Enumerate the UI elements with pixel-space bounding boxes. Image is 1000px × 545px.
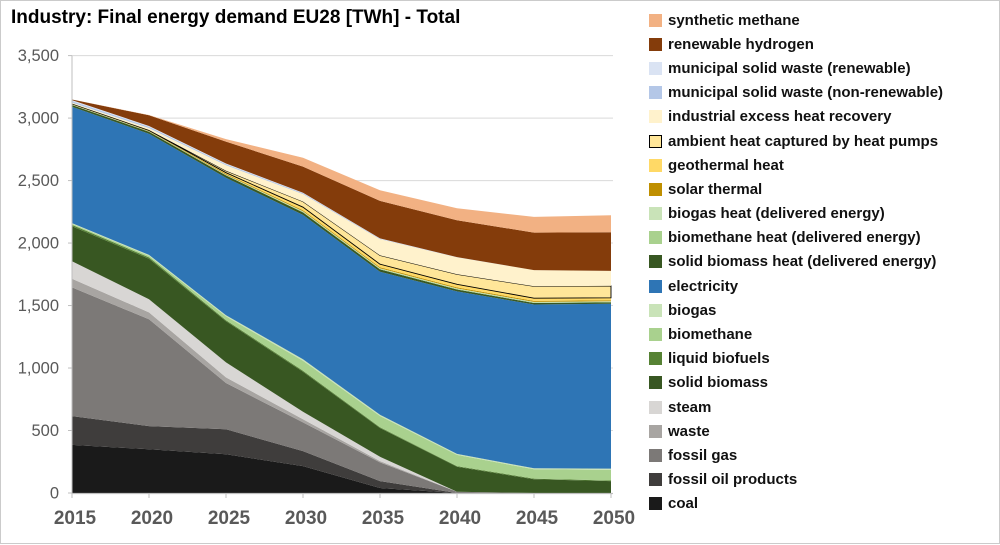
legend-swatch [649, 134, 662, 148]
area-renewable-hydrogen [72, 99, 611, 271]
legend-swatch [649, 182, 662, 196]
legend-item: biomethane heat (delivered energy) [649, 226, 997, 250]
y-tick-label: 3,000 [18, 110, 59, 128]
x-tick-label: 2035 [362, 508, 405, 529]
legend-label: municipal solid waste (non-renewable) [668, 84, 944, 102]
legend-item: industrial excess heat recovery [649, 105, 997, 129]
legend-label: municipal solid waste (renewable) [668, 59, 911, 77]
legend-item: ambient heat captured by heat pumps [649, 129, 997, 153]
x-tick-label: 2025 [208, 508, 251, 529]
y-tick-label: 2,500 [18, 172, 59, 190]
x-tick-label: 2050 [593, 508, 635, 529]
legend-item: solid biomass heat (delivered energy) [649, 250, 997, 274]
legend-swatch [649, 303, 662, 317]
chart-legend: synthetic methane renewable hydrogen munic… [649, 8, 997, 516]
legend-label: solid biomass [668, 374, 769, 392]
legend-label: biomethane [668, 326, 753, 344]
legend-swatch [649, 207, 662, 221]
legend-item: synthetic methane [649, 8, 997, 32]
area-electricity [72, 106, 611, 469]
legend-label: coal [668, 495, 699, 513]
legend-item: fossil gas [649, 443, 997, 467]
x-tick-label: 2015 [54, 508, 97, 529]
legend-item: biomethane [649, 322, 997, 346]
x-tick-label: 2030 [285, 508, 327, 529]
legend-swatch [649, 376, 662, 390]
legend-item: municipal solid waste (renewable) [649, 56, 997, 80]
legend-swatch [649, 86, 662, 100]
legend-item: biogas heat (delivered energy) [649, 202, 997, 226]
legend-label: liquid biofuels [668, 350, 770, 368]
x-tick-label: 2040 [439, 508, 481, 529]
area-solid-biomass-heat-delivered-energy- [72, 105, 611, 305]
legend-swatch [649, 279, 662, 293]
legend-item: biogas [649, 298, 997, 322]
legend-label: synthetic methane [668, 11, 800, 29]
legend-item: geothermal heat [649, 153, 997, 177]
legend-item: solid biomass [649, 371, 997, 395]
legend-label: biomethane heat (delivered energy) [668, 229, 921, 247]
legend-item: waste [649, 419, 997, 443]
legend-label: ambient heat captured by heat pumps [668, 132, 939, 150]
legend-item: electricity [649, 274, 997, 298]
legend-label: electricity [668, 277, 739, 295]
legend-item: fossil oil products [649, 468, 997, 492]
area-fossil-gas [72, 287, 611, 493]
x-tick-label: 2020 [131, 508, 173, 529]
legend-swatch [649, 352, 662, 366]
legend-swatch [649, 37, 662, 51]
area-fossil-oil-products [72, 416, 611, 493]
area-industrial-excess-heat-recovery [72, 102, 611, 287]
legend-label: steam [668, 398, 712, 416]
legend-item: renewable hydrogen [649, 32, 997, 56]
legend-swatch [649, 13, 662, 27]
legend-swatch [649, 158, 662, 172]
legend-label: biogas heat (delivered energy) [668, 205, 885, 223]
legend-item: municipal solid waste (non-renewable) [649, 81, 997, 105]
area-coal [72, 444, 611, 493]
y-tick-label: 2,000 [18, 235, 59, 253]
legend-label: biogas [668, 301, 717, 319]
legend-label: waste [668, 422, 710, 440]
legend-label: renewable hydrogen [668, 35, 814, 53]
legend-swatch [649, 400, 662, 414]
legend-label: solar thermal [668, 180, 763, 198]
legend-swatch [649, 328, 662, 342]
legend-label: industrial excess heat recovery [668, 108, 892, 126]
y-tick-label: 3,500 [18, 47, 59, 65]
legend-label: geothermal heat [668, 156, 784, 174]
y-tick-label: 500 [31, 422, 59, 440]
legend-item: solar thermal [649, 177, 997, 201]
chart-title: Industry: Final energy demand EU28 [TWh]… [11, 7, 461, 28]
area-solid-biomass [72, 226, 611, 493]
legend-item: liquid biofuels [649, 347, 997, 371]
legend-swatch [649, 110, 662, 124]
x-tick-label: 2045 [516, 508, 559, 529]
y-tick-label: 1,000 [18, 360, 59, 378]
legend-label: fossil oil products [668, 471, 798, 489]
legend-swatch [649, 255, 662, 269]
y-tick-label: 1,500 [18, 297, 59, 315]
legend-swatch [649, 231, 662, 245]
legend-swatch [649, 424, 662, 438]
legend-swatch [649, 497, 662, 511]
y-tick-label: 0 [50, 485, 59, 503]
legend-item: steam [649, 395, 997, 419]
legend-swatch [649, 473, 662, 487]
legend-swatch [649, 448, 662, 462]
legend-item: coal [649, 492, 997, 516]
legend-swatch [649, 61, 662, 75]
legend-label: solid biomass heat (delivered energy) [668, 253, 937, 271]
area-synthetic-methane [72, 99, 611, 233]
legend-label: fossil gas [668, 446, 738, 464]
